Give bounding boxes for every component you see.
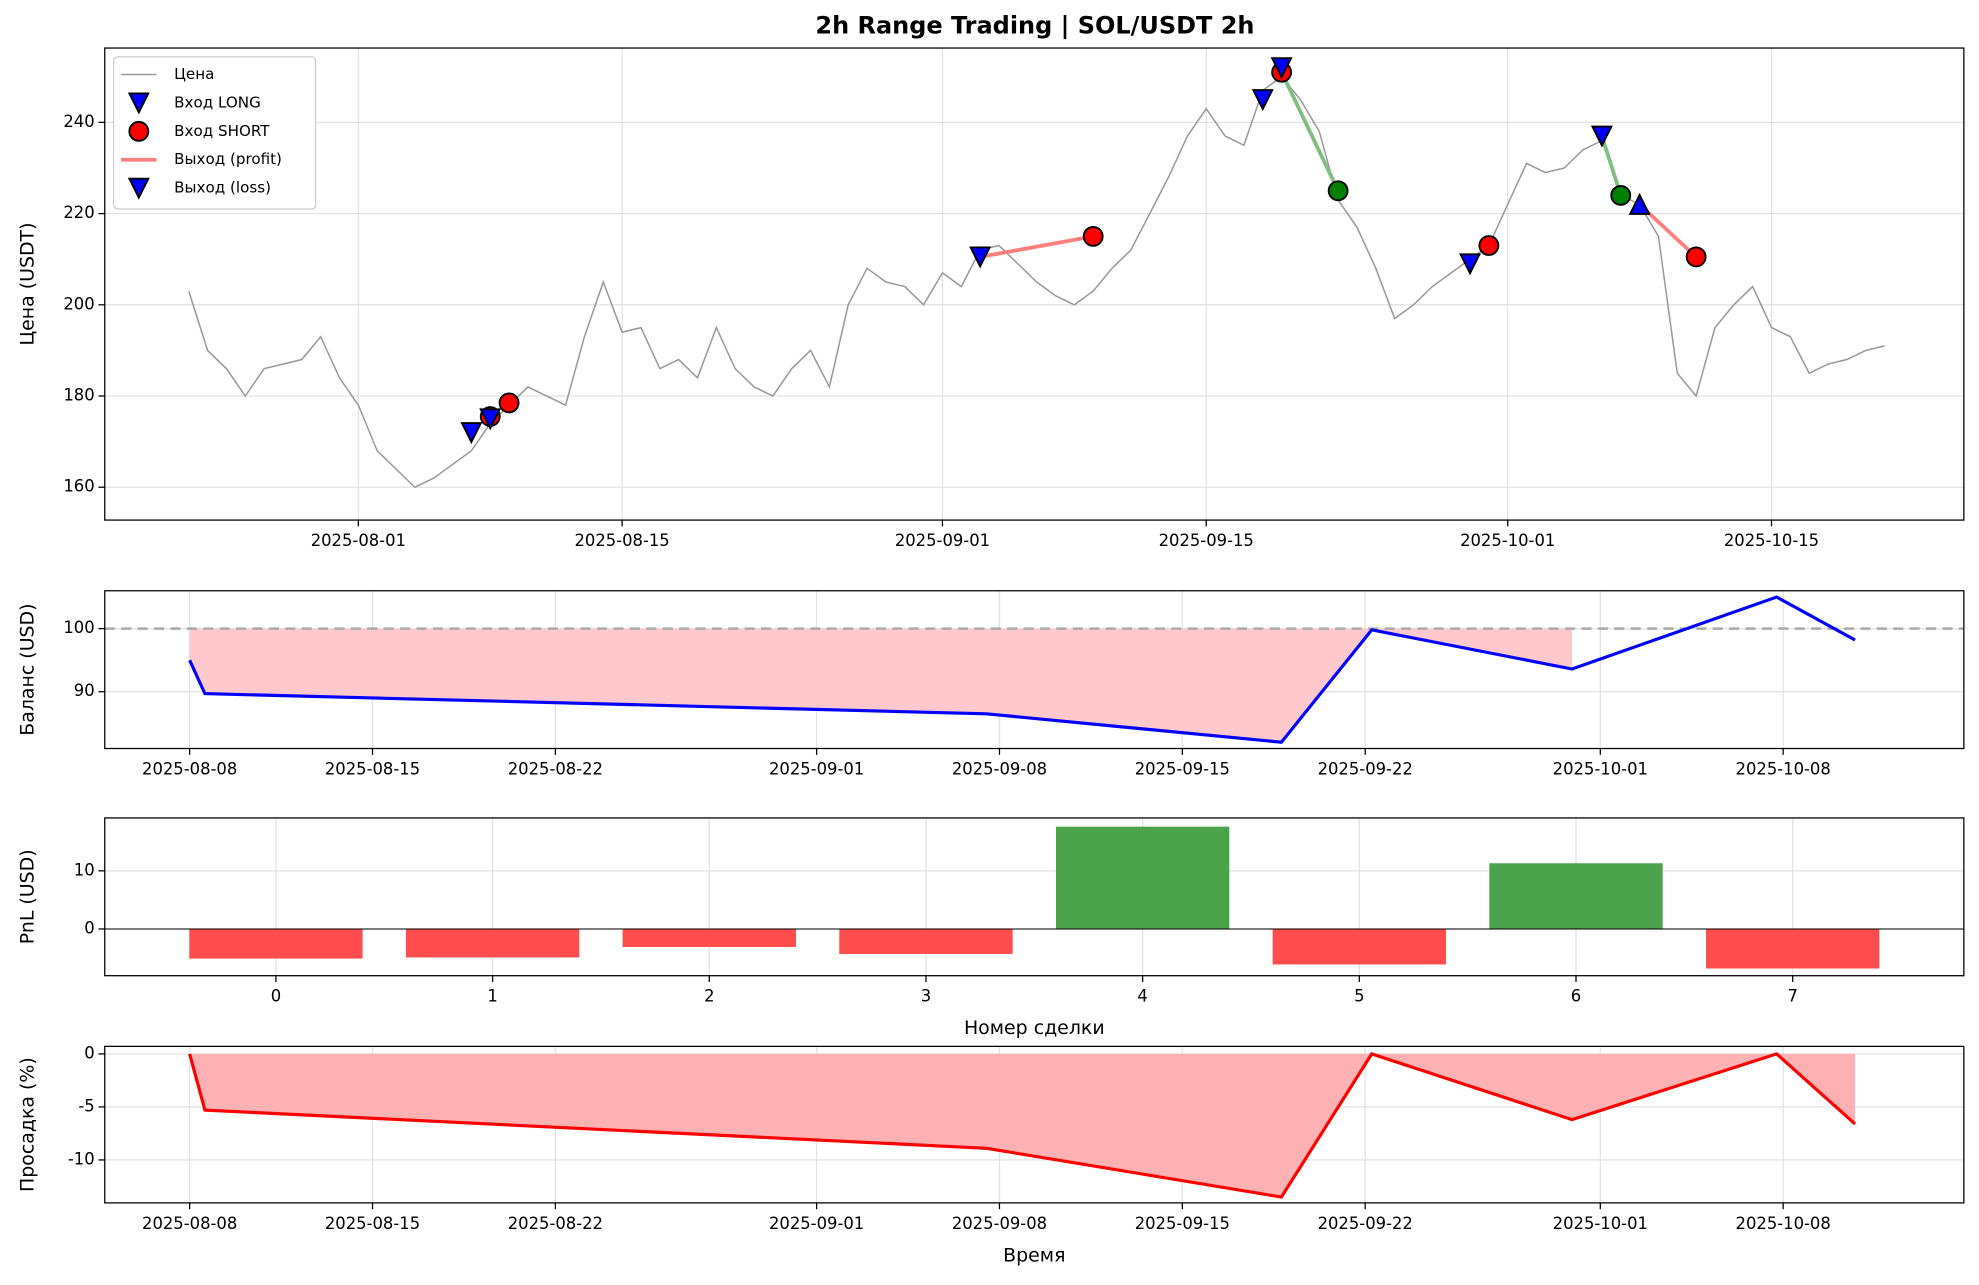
legend-label: Вход SHORT [174, 122, 270, 140]
x-axis-label: Номер сделки [964, 1017, 1105, 1039]
x-tick-label: 2025-10-08 [1736, 1214, 1831, 1233]
x-tick-label: 2025-10-01 [1460, 531, 1555, 550]
x-axis-label: Время [1003, 1244, 1065, 1266]
drawdown-line [188, 1052, 1857, 1199]
legend-label: Выход (loss) [174, 179, 271, 197]
marker [1251, 89, 1274, 112]
bar [405, 928, 580, 958]
y-tick-label: 0 [84, 918, 94, 937]
y-axis-label: Просадка (%) [16, 1057, 38, 1192]
legend-swatch [127, 177, 150, 200]
x-tick-label: 2025-09-15 [1135, 1214, 1230, 1233]
axes-frame [104, 47, 1965, 521]
x-tick-label: 2 [704, 987, 714, 1006]
x-tick-label: 2025-09-08 [952, 1214, 1047, 1233]
x-tick-label: 6 [1571, 987, 1581, 1006]
x-tick-label: 2025-09-22 [1318, 1214, 1413, 1233]
trade-line [979, 234, 1094, 259]
x-tick-label: 7 [1787, 987, 1797, 1006]
x-tick-label: 2025-08-15 [325, 759, 420, 778]
marker [1610, 184, 1632, 206]
x-tick-label: 0 [271, 987, 281, 1006]
x-tick-label: 2025-09-01 [769, 1214, 864, 1233]
y-tick-label: 160 [63, 477, 94, 496]
marker [1478, 235, 1500, 256]
y-tick-label: 100 [63, 618, 94, 637]
axes-frame [104, 590, 1965, 750]
x-tick-label: 4 [1137, 987, 1147, 1006]
axes-frame [104, 1045, 1965, 1204]
x-tick-label: 2025-08-22 [508, 759, 603, 778]
x-tick-label: 2025-10-08 [1736, 759, 1831, 778]
marker [460, 422, 483, 445]
marker [479, 408, 502, 431]
marker [1685, 246, 1707, 268]
legend-swatch [128, 120, 150, 142]
y-axis-label: Баланс (USD) [16, 604, 38, 736]
axes-frame [104, 817, 1965, 977]
x-tick-label: 2025-09-01 [895, 531, 990, 550]
x-tick-label: 2025-09-15 [1135, 759, 1230, 778]
x-tick-label: 1 [487, 987, 497, 1006]
marker [498, 392, 520, 414]
bar [1055, 826, 1230, 929]
x-tick-label: 2025-08-22 [508, 1214, 603, 1233]
price-line [188, 75, 1885, 489]
marker [1082, 225, 1104, 247]
x-tick-label: 2025-09-22 [1318, 759, 1413, 778]
y-tick-label: 180 [63, 386, 94, 405]
x-tick-label: 2025-08-15 [574, 531, 669, 550]
plot-area [104, 48, 1964, 521]
x-tick-label: 2025-08-08 [142, 1214, 237, 1233]
y-tick-label: -10 [68, 1149, 95, 1168]
plot-area [104, 817, 1964, 976]
bar [839, 928, 1013, 954]
chart-title: 2h Range Trading | SOL/USDT 2h [815, 12, 1254, 40]
legend-swatch [127, 92, 150, 115]
x-tick-label: 3 [921, 987, 931, 1006]
marker [1270, 57, 1293, 80]
y-tick-label: 0 [84, 1043, 94, 1062]
marker [1628, 192, 1651, 215]
legend-box [112, 56, 317, 210]
y-tick-label: -5 [78, 1096, 94, 1115]
bar [1489, 863, 1663, 929]
x-tick-label: 2025-08-01 [311, 531, 406, 550]
marker [1590, 125, 1613, 148]
y-tick-label: 240 [63, 112, 94, 131]
plot-area [104, 1046, 1964, 1203]
deficit-fill [189, 628, 1573, 743]
x-tick-label: 2025-08-08 [142, 759, 237, 778]
bar [622, 928, 796, 947]
x-tick-label: 2025-09-01 [769, 759, 864, 778]
drawdown-fill [189, 1053, 1856, 1198]
legend-label: Цена [174, 65, 214, 83]
trade-line [1279, 71, 1340, 192]
y-axis-label: PnL (USD) [16, 849, 38, 944]
marker [969, 246, 992, 269]
bar [189, 928, 363, 959]
x-tick-label: 2025-09-08 [952, 759, 1047, 778]
x-tick-label: 2025-10-01 [1553, 759, 1648, 778]
x-tick-label: 5 [1354, 987, 1364, 1006]
y-tick-label: 220 [63, 203, 94, 222]
y-tick-label: 10 [74, 860, 95, 879]
legend-label: Выход (profit) [174, 150, 282, 168]
y-axis-label: Цена (USDT) [16, 223, 38, 346]
x-tick-label: 2025-08-15 [325, 1214, 420, 1233]
bar [1272, 928, 1446, 965]
x-tick-label: 2025-10-01 [1553, 1214, 1648, 1233]
x-tick-label: 2025-09-15 [1159, 531, 1254, 550]
y-tick-label: 90 [74, 681, 95, 700]
plot-area [104, 590, 1964, 749]
bar [1706, 928, 1880, 969]
legend-label: Вход LONG [174, 93, 261, 111]
y-tick-label: 200 [63, 294, 94, 313]
x-tick-label: 2025-10-15 [1724, 531, 1819, 550]
marker [1327, 180, 1349, 202]
marker [1459, 253, 1482, 276]
balance-line [188, 595, 1856, 744]
